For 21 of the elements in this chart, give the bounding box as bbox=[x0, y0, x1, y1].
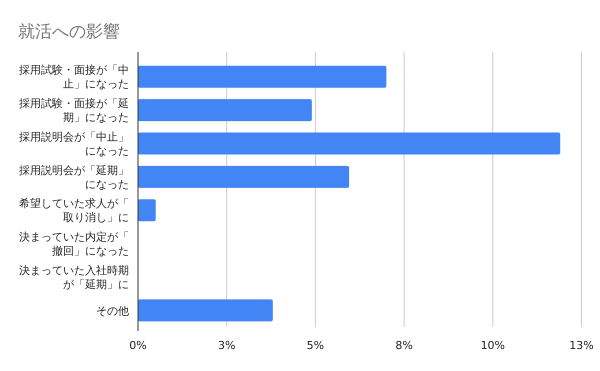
bar bbox=[138, 299, 273, 322]
y-tick-label: 決まっていた入社時期が「延期」に bbox=[19, 264, 129, 291]
y-tick-label: 採用説明会が「延期」になった bbox=[19, 164, 129, 191]
x-tick-label: 10% bbox=[480, 339, 506, 352]
x-tick-label: 13% bbox=[569, 339, 594, 352]
x-tick-label: 3% bbox=[218, 339, 236, 352]
x-tick-label: 0% bbox=[129, 339, 147, 352]
y-tick-label: 採用説明会が「中止」になった bbox=[19, 130, 129, 158]
bar bbox=[138, 66, 386, 88]
y-tick-label: その他 bbox=[96, 304, 129, 318]
bar bbox=[138, 99, 312, 122]
y-tick-label: 決まっていた内定が「撤回」になった bbox=[19, 230, 129, 258]
y-tick-label: 希望していた求人が「取り消し」に bbox=[19, 197, 129, 224]
y-tick-label: 採用試験・面接が「延期」になった bbox=[19, 97, 129, 124]
bar bbox=[138, 132, 560, 154]
chart-title: 就活への影響 bbox=[18, 22, 120, 42]
bar bbox=[138, 199, 156, 222]
x-tick-label: 8% bbox=[395, 339, 413, 352]
bar bbox=[138, 166, 350, 188]
y-tick-label: 採用試験・面接が「中止」になった bbox=[19, 64, 129, 91]
x-tick-label: 5% bbox=[306, 339, 324, 352]
